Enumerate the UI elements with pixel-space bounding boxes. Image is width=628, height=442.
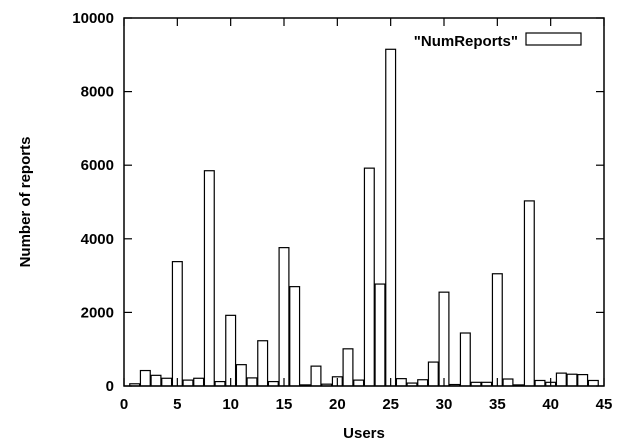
x-tick-label: 45 <box>596 396 613 413</box>
bar-user-24 <box>374 283 386 387</box>
bar-user-3 <box>150 374 162 387</box>
x-tick-label: 20 <box>329 396 346 413</box>
bar-user-8 <box>203 170 215 387</box>
y-tick-label: 6000 <box>81 157 114 174</box>
y-tick-label: 0 <box>106 378 114 395</box>
bar-user-16 <box>289 286 301 387</box>
bar-user-36 <box>502 378 514 387</box>
y-axis-ticks: 0 2000 4000 6000 8000 10000 <box>72 10 604 395</box>
bar-user-41 <box>555 372 567 387</box>
bar-user-42 <box>566 373 578 387</box>
x-tick-label: 25 <box>382 396 399 413</box>
bar-user-12 <box>246 377 258 387</box>
bar-user-43 <box>577 373 589 387</box>
bar-user-6 <box>182 379 194 387</box>
legend-label: "NumReports" <box>414 33 518 50</box>
bar-user-29 <box>427 361 439 387</box>
bar-user-18 <box>310 365 322 387</box>
bars-group <box>129 48 599 387</box>
bar-user-38 <box>523 200 535 387</box>
x-tick-label: 30 <box>436 396 453 413</box>
bar-user-32 <box>459 332 471 387</box>
bar-user-25 <box>385 48 397 387</box>
y-tick-label: 8000 <box>81 84 114 101</box>
plot-frame <box>123 17 605 387</box>
y-axis-label: Number of reports <box>17 137 34 268</box>
bar-user-30 <box>438 291 450 387</box>
x-tick-label: 0 <box>120 396 128 413</box>
bar-user-15 <box>278 247 290 387</box>
bar-user-4 <box>161 377 173 387</box>
x-tick-label: 5 <box>173 396 181 413</box>
x-axis-ticks: 0 5 10 15 20 25 30 35 40 45 <box>120 18 613 413</box>
y-tick-label: 4000 <box>81 231 114 248</box>
bar-user-21 <box>342 348 354 387</box>
bar-user-10 <box>225 314 237 387</box>
bar-user-13 <box>257 340 269 387</box>
bar-user-44 <box>587 379 599 387</box>
bar-user-11 <box>235 364 247 387</box>
legend-swatch <box>525 32 582 46</box>
y-tick-label: 10000 <box>72 10 114 27</box>
bar-user-22 <box>353 379 365 387</box>
x-tick-label: 15 <box>276 396 293 413</box>
x-tick-label: 35 <box>489 396 506 413</box>
bar-user-28 <box>417 379 429 387</box>
x-tick-label: 10 <box>222 396 239 413</box>
x-tick-label: 40 <box>542 396 559 413</box>
bar-user-7 <box>193 377 205 387</box>
legend: "NumReports" <box>414 32 582 50</box>
bar-user-26 <box>395 378 407 387</box>
bar-user-35 <box>491 273 503 387</box>
bar-user-39 <box>534 379 546 387</box>
x-axis-label: Users <box>343 425 385 442</box>
bar-user-23 <box>363 167 375 387</box>
y-tick-label: 2000 <box>81 304 114 321</box>
bar-user-2 <box>139 369 151 387</box>
bar-user-5 <box>171 261 183 387</box>
